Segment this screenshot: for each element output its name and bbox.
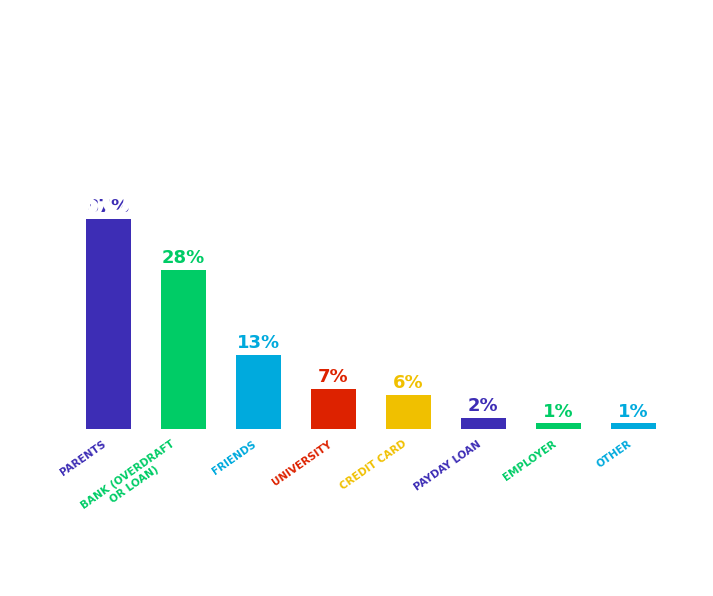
Text: 28%: 28%: [162, 249, 205, 267]
Text: 1%: 1%: [543, 402, 574, 421]
Text: BORROW MONEY FROM?: BORROW MONEY FROM?: [72, 186, 588, 222]
Text: 1%: 1%: [618, 402, 649, 421]
Bar: [611, 423, 656, 429]
Text: 13%: 13%: [237, 334, 279, 352]
Text: 7%: 7%: [318, 368, 349, 386]
Bar: [311, 389, 356, 429]
Text: 37%: 37%: [86, 198, 130, 216]
Bar: [160, 270, 205, 429]
Bar: [536, 423, 581, 429]
Text: 6%: 6%: [393, 374, 424, 392]
Bar: [461, 418, 506, 429]
Text: 2%: 2%: [468, 397, 498, 415]
Bar: [86, 219, 130, 429]
Bar: [386, 395, 431, 429]
Bar: [236, 355, 281, 429]
Text: WHERE DO STUDENTS: WHERE DO STUDENTS: [75, 69, 541, 104]
